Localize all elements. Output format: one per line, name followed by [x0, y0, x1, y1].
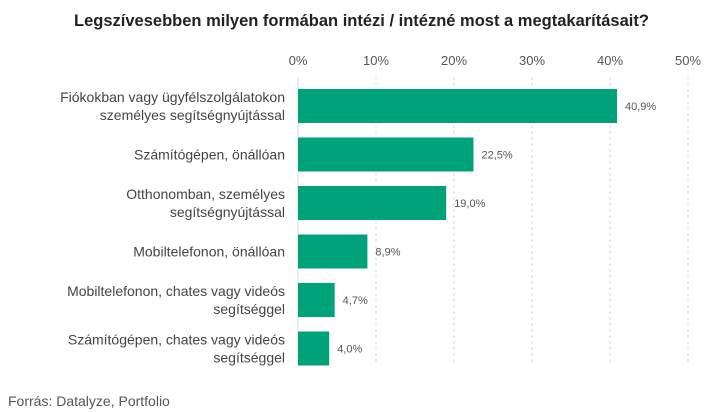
category-label: Fiókokban vagy ügyfélszolgálatokon személ…	[60, 89, 285, 123]
bar-chart: 0% 10% 20% 30% 40% 50% 40,9% Fiókokban vagy ügy…	[60, 53, 701, 366]
bar	[298, 331, 330, 366]
category-label: Otthonomban, személyes segítségnyújtással	[126, 186, 285, 220]
x-tick-label: 10%	[363, 53, 389, 68]
x-tick-label: 30%	[519, 53, 545, 68]
bar	[298, 186, 447, 220]
x-tick-label: 40%	[597, 53, 623, 68]
bar-value-label: 40,9%	[625, 101, 656, 113]
category-label: Számítógépen, chates vagy videós segítség…	[68, 332, 285, 366]
x-tick-label: 0%	[289, 53, 308, 68]
bar	[298, 283, 335, 317]
bar-value-label: 22,5%	[482, 150, 513, 162]
chart-title: Legszívesebben milyen formában intézi / …	[74, 12, 649, 30]
bar	[298, 89, 618, 123]
x-tick-label: 50%	[675, 53, 701, 68]
x-tick-label: 20%	[441, 53, 467, 68]
bar-value-label: 4,0%	[337, 344, 362, 356]
bar-value-label: 19,0%	[454, 198, 485, 210]
bar	[298, 234, 368, 269]
source-note: Forrás: Datalyze, Portfolio	[8, 393, 170, 409]
bar	[298, 137, 474, 172]
bar-value-label: 4,7%	[343, 295, 368, 307]
category-label: Számítógépen, önállóan	[134, 147, 285, 163]
category-label: Mobiltelefonon, chates vagy videós segíts…	[67, 283, 285, 317]
category-label: Mobiltelefonon, önállóan	[133, 244, 285, 260]
bar-value-label: 8,9%	[375, 247, 400, 259]
